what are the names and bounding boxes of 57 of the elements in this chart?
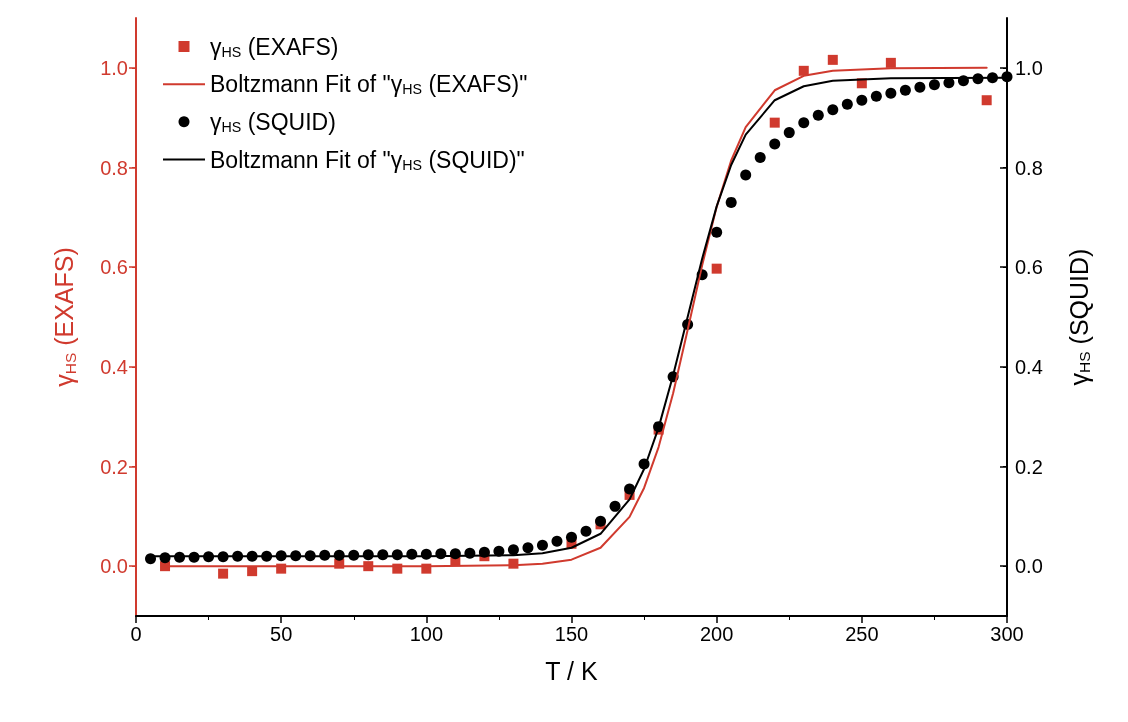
- x-tick-label: 0: [130, 623, 142, 645]
- point: [827, 54, 838, 65]
- y2-tick-label: 0.4: [1015, 355, 1043, 378]
- y2-axis-title: γHS (SQUID): [1064, 248, 1093, 386]
- x-tick-label: 150: [554, 623, 589, 645]
- point: [885, 87, 897, 99]
- point: [566, 531, 577, 543]
- y-tick-label: 0.6: [100, 256, 128, 279]
- point: [798, 117, 810, 129]
- legend-label: Boltzmann Fit of "γHS (EXAFS)": [210, 71, 528, 98]
- x-tick-label: 200: [699, 623, 734, 645]
- y2-tick-label: 0.2: [1015, 455, 1043, 478]
- y2-tick-label: 0.0: [1015, 555, 1043, 578]
- y-tick-label: 0.8: [100, 156, 128, 179]
- point: [754, 152, 766, 164]
- point: [711, 263, 722, 274]
- y-tick-label: 0.4: [100, 355, 128, 378]
- x-tick-label: 300: [990, 623, 1024, 645]
- y2-tick-label: 0.8: [1015, 156, 1043, 179]
- y-tick-label: 0.0: [100, 555, 128, 578]
- point: [981, 95, 992, 106]
- y-tick-label: 1.0: [100, 56, 128, 79]
- legend-label: Boltzmann Fit of "γHS (SQUID)": [210, 146, 525, 173]
- point: [536, 539, 548, 551]
- y-tick-label: 0.2: [100, 455, 128, 478]
- y2-tick-label: 1.0: [1015, 56, 1043, 79]
- x-tick-label: 100: [409, 623, 444, 645]
- legend-label: γHS (SQUID): [210, 108, 336, 136]
- point: [769, 117, 780, 128]
- y-axis-title: γHS (EXAFS): [50, 247, 79, 387]
- point: [609, 500, 621, 512]
- point: [870, 90, 882, 102]
- point: [783, 127, 795, 139]
- point: [914, 81, 926, 93]
- point: [841, 98, 853, 110]
- x-tick-label: 50: [270, 623, 293, 645]
- point: [551, 535, 563, 547]
- point: [812, 109, 824, 121]
- point: [827, 104, 839, 116]
- y2-tick-label: 0.6: [1015, 256, 1043, 279]
- point: [899, 84, 911, 96]
- point: [711, 226, 723, 238]
- point: [725, 196, 737, 208]
- point: [507, 544, 519, 556]
- point: [595, 515, 607, 527]
- point: [580, 525, 592, 537]
- point: [885, 57, 896, 68]
- point: [218, 568, 229, 579]
- x-tick-label: 250: [845, 623, 879, 645]
- legend-label: γHS (EXAFS): [210, 33, 339, 60]
- point: [740, 169, 752, 181]
- point: [928, 79, 940, 91]
- point: [769, 138, 781, 150]
- point: [247, 566, 258, 577]
- point: [856, 94, 868, 106]
- x-axis-title: T / K: [545, 656, 598, 685]
- point: [522, 542, 534, 554]
